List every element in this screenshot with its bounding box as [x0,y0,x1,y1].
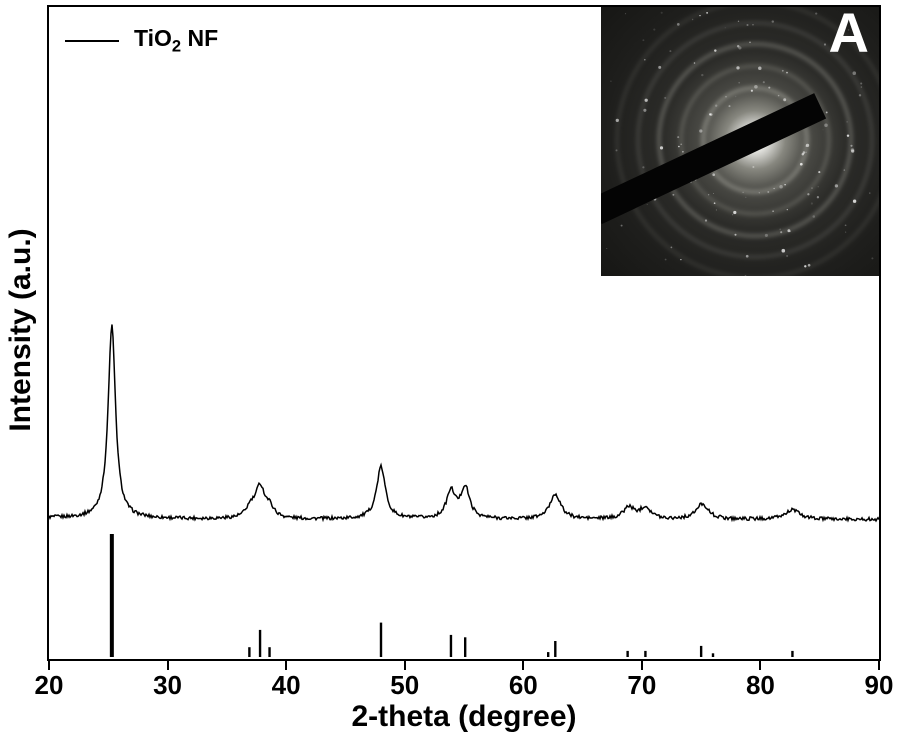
y-axis-title: Intensity (a.u.) [4,228,37,432]
x-tick-label: 70 [627,670,657,700]
x-tick [285,661,288,670]
x-tick-label: 50 [390,670,420,700]
x-tick [522,661,525,670]
x-tick-label: 20 [34,670,64,700]
legend-line-sample [65,39,119,42]
x-tick [403,661,406,670]
inset-label: A [828,7,869,64]
xrd-curve-and-reference-sticks [49,324,879,657]
x-tick [878,661,880,670]
x-axis-title: 2-theta (degree) [351,700,577,733]
x-tick-label: 90 [864,670,894,700]
x-tick-label: 60 [508,670,538,700]
x-tick-label: 30 [153,670,183,700]
legend-label-suffix: NF [181,25,219,51]
x-tick [166,661,169,670]
saed-inset: A [601,7,879,276]
x-tick-label: 40 [271,670,301,700]
saed-diffraction-image [601,7,879,276]
legend-label: TiO2 NF [134,25,218,57]
legend-label-subscript: 2 [171,36,182,56]
x-tick [640,661,643,670]
legend-label-prefix: TiO [134,25,172,51]
legend: TiO2 NF [65,25,218,57]
x-tick [759,661,762,670]
x-tick [48,661,50,670]
x-tick-label: 80 [745,670,775,700]
